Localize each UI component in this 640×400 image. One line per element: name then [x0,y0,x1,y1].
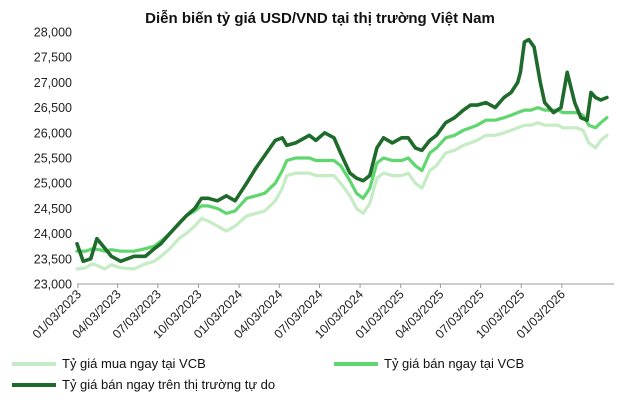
y-tick-label: 26,500 [34,101,72,115]
series-line-2 [75,105,609,253]
series-line-1 [75,121,609,271]
series-layer [75,37,609,271]
y-tick-label: 23,000 [34,278,72,292]
y-tick-label: 25,500 [34,152,72,166]
y-tick-label: 27,500 [34,51,72,65]
y-tick-label: 24,500 [34,202,72,216]
y-tick-label: 27,000 [34,76,72,90]
series-line-3 [75,37,609,264]
y-tick-label: 23,500 [34,252,72,266]
y-tick-label: 26,000 [34,126,72,140]
y-tick-label: 28,000 [34,26,72,40]
y-axis: 23,000 23,500 24,000 24,500 25,000 25,500 26,0… [34,26,72,292]
y-tick-label: 25,000 [34,177,72,191]
chart-title: Diễn biến tỷ giá USD/VND tại thị trường … [145,10,495,27]
y-tick-label: 24,000 [34,227,72,241]
legend: Tỷ giá mua ngay tại VCB Tỷ giá bán ngay t… [12,356,524,392]
legend-label-2: Tỷ giá bán ngay tại VCB [384,356,524,371]
x-axis: 01/03/202304/03/202307/03/202310/03/2023… [30,283,614,341]
legend-label-3: Tỷ giá bán ngay trên thị trường tự do [62,377,275,392]
legend-label-1: Tỷ giá mua ngay tại VCB [62,356,206,371]
